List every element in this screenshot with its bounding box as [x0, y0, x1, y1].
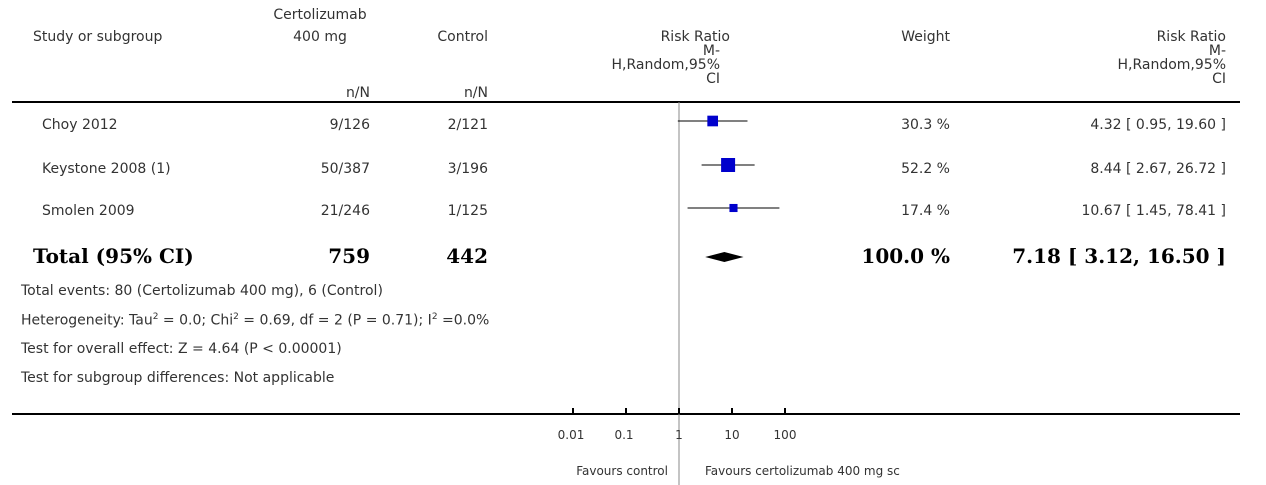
total-weight: 100.0 % — [861, 244, 950, 268]
header-control-nN: n/N — [463, 85, 488, 101]
total-ci: 7.18 [ 3.12, 16.50 ] — [1012, 244, 1226, 268]
header-treatment-top: Certolizumab — [273, 7, 367, 23]
study-weight: 17.4 % — [901, 203, 950, 219]
tick-label-0.01: 0.01 — [557, 428, 585, 442]
study-marker — [729, 203, 738, 213]
study-name: Keystone 2008 (1) — [42, 161, 171, 177]
study-control: 1/125 — [447, 203, 488, 219]
study-control: 3/196 — [447, 161, 488, 177]
header-rr-plot-4: CI — [706, 71, 720, 87]
header-rr-plot-2: M- — [702, 43, 720, 59]
header-treatment-bottom: 400 mg — [293, 29, 347, 45]
header-treatment-nN: n/N — [345, 85, 370, 101]
study-treatment: 21/246 — [320, 203, 370, 219]
header-rr-text-1: Risk Ratio — [1156, 29, 1226, 45]
tick-label-0.1: 0.1 — [614, 428, 634, 442]
header-study: Study or subgroup — [33, 29, 163, 45]
study-control: 2/121 — [447, 117, 488, 133]
study-ci: 8.44 [ 2.67, 26.72 ] — [1090, 161, 1226, 177]
study-ci: 4.32 [ 0.95, 19.60 ] — [1090, 117, 1226, 133]
tick-label-100: 100 — [773, 428, 797, 442]
total-control: 442 — [446, 244, 488, 268]
total-label: Total (95% CI) — [33, 244, 194, 268]
footnote-subgroup: Test for subgroup differences: Not appli… — [21, 370, 335, 386]
favours-control-label: Favours control — [576, 464, 668, 478]
study-name: Smolen 2009 — [42, 203, 135, 219]
study-name: Choy 2012 — [42, 117, 118, 133]
tick-label-1: 1 — [675, 428, 683, 442]
study-weight: 30.3 % — [901, 117, 950, 133]
header-weight: Weight — [901, 29, 950, 45]
favours-treatment-label: Favours certolizumab 400 mg sc — [705, 464, 900, 478]
footnote-overall-effect: Test for overall effect: Z = 4.64 (P < 0… — [21, 341, 342, 357]
study-ci: 10.67 [ 1.45, 78.41 ] — [1081, 203, 1226, 219]
footnote-heterogeneity: Heterogeneity: Tau2 = 0.0; Chi2 = 0.69, … — [21, 312, 490, 329]
pooled-diamond — [705, 252, 744, 262]
study-marker — [707, 115, 719, 127]
study-weight: 52.2 % — [901, 161, 950, 177]
study-treatment: 9/126 — [329, 117, 370, 133]
header-rr-text-2: M- — [1208, 43, 1226, 59]
total-treatment: 759 — [328, 244, 370, 268]
tick-label-10: 10 — [724, 428, 740, 442]
header-rr-text-3: H,Random,95% — [1117, 57, 1226, 73]
study-marker — [721, 158, 736, 172]
header-rr-plot-1: Risk Ratio — [660, 29, 730, 45]
header-rr-text-4: CI — [1212, 71, 1226, 87]
header-rr-plot-3: H,Random,95% — [611, 57, 720, 73]
header-control: Control — [437, 29, 488, 45]
study-treatment: 50/387 — [320, 161, 370, 177]
footnote-events: Total events: 80 (Certolizumab 400 mg), … — [21, 283, 383, 299]
